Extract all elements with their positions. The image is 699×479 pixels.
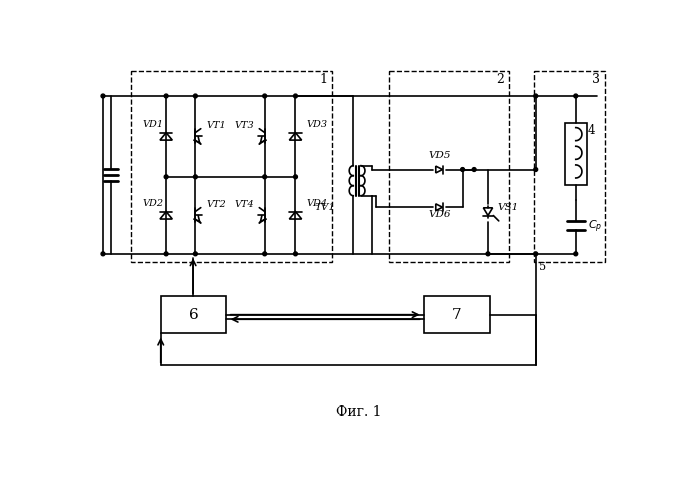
Text: VD6: VD6 bbox=[428, 209, 451, 218]
Text: 2: 2 bbox=[496, 73, 504, 86]
Bar bbox=[389, 71, 509, 262]
Text: VD2: VD2 bbox=[143, 198, 164, 207]
Circle shape bbox=[263, 252, 266, 256]
Circle shape bbox=[534, 252, 538, 256]
Text: VT3: VT3 bbox=[234, 121, 254, 130]
Text: VT4: VT4 bbox=[234, 200, 254, 209]
Circle shape bbox=[294, 252, 297, 256]
Circle shape bbox=[164, 252, 168, 256]
Text: 4: 4 bbox=[588, 124, 596, 137]
Text: VD1: VD1 bbox=[143, 120, 164, 128]
Text: Фиг. 1: Фиг. 1 bbox=[336, 405, 382, 419]
Circle shape bbox=[534, 94, 538, 98]
Circle shape bbox=[461, 168, 465, 171]
Text: 1: 1 bbox=[319, 73, 327, 86]
Circle shape bbox=[101, 252, 105, 256]
Bar bbox=[131, 71, 331, 262]
Circle shape bbox=[574, 94, 577, 98]
Circle shape bbox=[164, 94, 168, 98]
Circle shape bbox=[194, 94, 197, 98]
Text: VS1: VS1 bbox=[497, 203, 519, 212]
Circle shape bbox=[294, 175, 297, 179]
Text: VD3: VD3 bbox=[306, 120, 327, 128]
Circle shape bbox=[263, 175, 266, 179]
Bar bbox=[424, 296, 489, 333]
Circle shape bbox=[473, 168, 476, 171]
Bar bbox=[534, 71, 605, 262]
Circle shape bbox=[194, 252, 197, 256]
Circle shape bbox=[534, 168, 538, 171]
Text: TV1: TV1 bbox=[315, 203, 336, 212]
Text: VT1: VT1 bbox=[206, 121, 226, 130]
Text: VD4: VD4 bbox=[306, 198, 327, 207]
Circle shape bbox=[194, 175, 197, 179]
Text: $C_p$: $C_p$ bbox=[588, 219, 603, 235]
Circle shape bbox=[164, 175, 168, 179]
Circle shape bbox=[486, 252, 490, 256]
Text: 6: 6 bbox=[189, 308, 199, 322]
Circle shape bbox=[101, 94, 105, 98]
Text: 7: 7 bbox=[452, 308, 461, 322]
Text: 5: 5 bbox=[539, 262, 546, 272]
Bar bbox=[565, 123, 586, 184]
Circle shape bbox=[574, 252, 577, 256]
Text: 3: 3 bbox=[593, 73, 600, 86]
Bar bbox=[161, 296, 226, 333]
Circle shape bbox=[263, 94, 266, 98]
Circle shape bbox=[294, 94, 297, 98]
Text: VD5: VD5 bbox=[428, 151, 451, 160]
Text: VT2: VT2 bbox=[206, 200, 226, 209]
